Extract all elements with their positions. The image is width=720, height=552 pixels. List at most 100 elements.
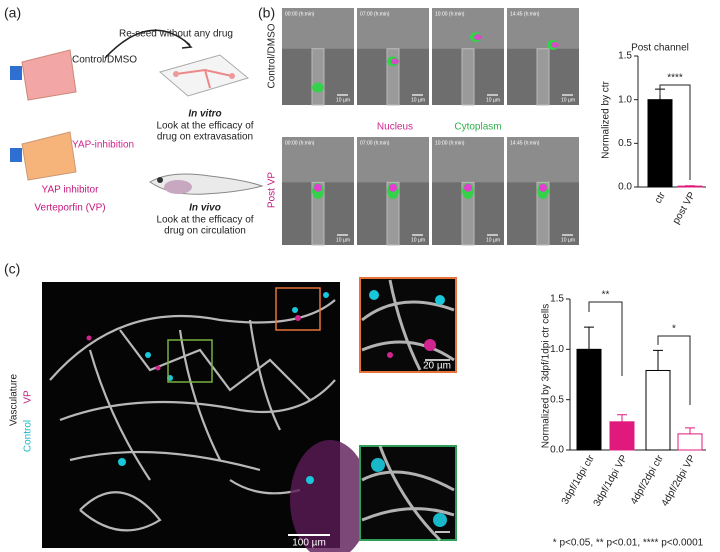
y-tick-label: 1.5 xyxy=(618,51,632,62)
arrow xyxy=(104,29,191,59)
arrow-text: Re-seed without any drug xyxy=(119,29,233,40)
microfluidic-chip xyxy=(158,54,250,97)
zebrafish xyxy=(149,173,264,195)
frame-top xyxy=(507,137,579,183)
significance-bracket xyxy=(588,301,623,376)
bar xyxy=(645,369,671,451)
microscopy-image xyxy=(42,282,370,552)
scale-bar: 20 µm xyxy=(423,361,451,372)
channel xyxy=(386,181,400,246)
flask-yap xyxy=(10,131,77,181)
scale-bar-label: 10 µm xyxy=(486,97,500,103)
timestamp: 07:00 (h:min) xyxy=(360,11,390,17)
row-label: Control/DMSO xyxy=(267,23,278,88)
legend-text: Control xyxy=(23,420,34,452)
footnote: * p<0.05, ** p<0.01, **** p<0.0001 xyxy=(553,538,704,549)
flask-label: YAP-inhibition xyxy=(72,140,134,151)
bar xyxy=(576,348,602,451)
bar xyxy=(647,99,673,188)
scale-bar-label: 10 µm xyxy=(561,97,575,103)
scale-bar: 100 µm xyxy=(292,538,326,549)
channel xyxy=(536,48,550,106)
nucleus xyxy=(389,183,397,192)
error-bar xyxy=(584,326,594,350)
nucleus xyxy=(551,41,559,48)
channel-label: Cytoplasm xyxy=(454,122,501,133)
timestamp: 14:45 (h:min) xyxy=(510,140,540,146)
nucleus xyxy=(314,183,322,192)
flask-control xyxy=(10,49,77,101)
bar xyxy=(609,421,635,451)
frame-top xyxy=(282,8,354,49)
y-axis-label: Normalized by 3dpf/1dpi ctr cells xyxy=(541,304,552,449)
channel xyxy=(461,48,475,106)
frame-top xyxy=(357,137,429,183)
channel xyxy=(536,181,550,246)
y-tick-label: 1.0 xyxy=(550,344,564,355)
bar xyxy=(677,185,703,188)
timelapse: 00:00 (h:min) 10 µm 07:00 (h:min) 10 µm 10:0… xyxy=(282,8,579,246)
scale-bar-label: 10 µm xyxy=(486,237,500,243)
channel xyxy=(311,48,325,106)
significance-label: **** xyxy=(667,73,683,84)
y-tick-label: 0.5 xyxy=(618,138,632,149)
scale-bar-label: 10 µm xyxy=(336,97,350,103)
frame-top xyxy=(432,8,504,49)
significance-bracket xyxy=(659,84,691,180)
frame-top xyxy=(282,137,354,183)
significance-bracket xyxy=(657,335,691,405)
significance-label: * xyxy=(672,324,676,335)
treatment-text: YAP inhibitor xyxy=(42,185,100,196)
scale-bar-label: 10 µm xyxy=(561,237,575,243)
nucleus xyxy=(539,183,547,192)
legend-text: VP xyxy=(23,390,34,404)
nucleus xyxy=(464,183,472,192)
y-tick-label: 1.5 xyxy=(550,294,564,305)
channel xyxy=(311,181,325,246)
timestamp: 00:00 (h:min) xyxy=(285,11,315,17)
bar xyxy=(677,433,703,451)
in-vitro-text: drug on extravasation xyxy=(157,132,253,143)
error-bar xyxy=(685,427,695,434)
chart-title: Post channel xyxy=(631,43,689,54)
panel-label: (c) xyxy=(4,261,20,277)
timestamp: 14:45 (h:min) xyxy=(510,11,540,17)
y-tick-label: 0.5 xyxy=(550,394,564,405)
timestamp: 07:00 (h:min) xyxy=(360,140,390,146)
flask-label: Control/DMSO xyxy=(72,55,137,66)
x-tick-label: 3dpf/1dpi VP xyxy=(592,453,630,508)
in-vivo-text: Look at the efficacy of xyxy=(156,215,253,226)
timestamp: 10:00 (h:min) xyxy=(435,11,465,17)
inset-orange xyxy=(359,277,457,373)
timestamp: 00:00 (h:min) xyxy=(285,140,315,146)
cell xyxy=(312,82,324,93)
error-bar xyxy=(617,414,627,422)
y-tick-label: 0.0 xyxy=(618,182,632,193)
treatment-text: Verteporfin (VP) xyxy=(34,203,105,214)
arrow-head xyxy=(181,39,193,49)
scale-bar-label: 10 µm xyxy=(411,97,425,103)
frame-top xyxy=(432,137,504,183)
inset-green xyxy=(359,445,457,542)
x-tick-label: post VP xyxy=(671,190,698,226)
scale-bar-label: 10 µm xyxy=(411,237,425,243)
x-tick-label: 4dpf/2dpi VP xyxy=(660,453,698,508)
significance-label: ** xyxy=(602,290,610,301)
channel-label: Nucleus xyxy=(377,122,413,133)
x-tick-label: 4dpf/2dpi ctr xyxy=(629,453,666,507)
y-tick-label: 1.0 xyxy=(618,94,632,105)
panel-label: (b) xyxy=(258,5,275,21)
frame-top xyxy=(357,8,429,49)
in-vitro-text: Look at the efficacy of xyxy=(156,121,253,132)
row-label: Post VP xyxy=(267,172,278,208)
in-vivo-text: drug on circulation xyxy=(164,226,246,237)
panel-label: (a) xyxy=(4,5,21,21)
x-tick-label: ctr xyxy=(653,190,668,206)
y-axis-label: Normalized by ctr xyxy=(601,80,612,158)
nucleus xyxy=(391,58,399,65)
frame-top xyxy=(507,8,579,49)
scale-bar-label: 10 µm xyxy=(336,237,350,243)
timestamp: 10:00 (h:min) xyxy=(435,140,465,146)
in-vivo-title: In vivo xyxy=(189,203,221,214)
